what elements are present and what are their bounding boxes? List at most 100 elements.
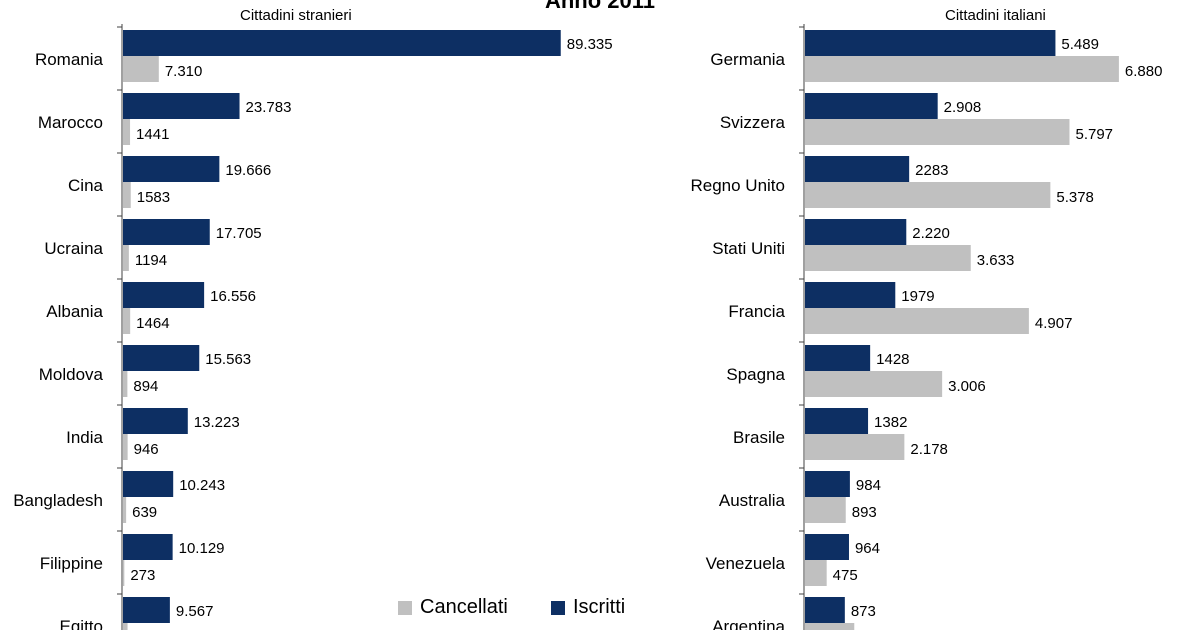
bar-iscritti-stranieri [123,219,210,245]
category-label-stranieri: Marocco [38,113,103,132]
value-label-cancellati-italiani: 3.633 [977,252,1015,269]
value-label-cancellati-italiani: 3.006 [948,378,986,395]
legend-swatch-iscritti [551,600,565,615]
bar-iscritti-stranieri [123,471,174,497]
value-label-iscritti-stranieri: 10.129 [179,540,225,557]
bar-cancellati-stranieri [123,119,131,145]
bar-cancellati-stranieri [123,560,125,586]
bar-iscritti-stranieri [123,534,173,560]
value-label-iscritti-italiani: 2.908 [944,99,982,116]
value-label-iscritti-italiani: 1979 [901,288,934,305]
bar-cancellati-italiani [805,434,905,460]
bar-iscritti-stranieri [123,345,200,371]
legend-label-cancellati: Cancellati [420,596,508,618]
value-label-cancellati-stranieri: 1441 [136,126,169,143]
bar-cancellati-italiani [805,560,827,586]
chart-main-title: Anno 2011 [544,0,656,13]
bar-iscritti-italiani [805,93,938,119]
bar-iscritti-italiani [805,345,871,371]
bar-cancellati-stranieri [123,182,131,208]
bar-cancellati-stranieri [123,245,129,271]
category-label-italiani: Australia [719,491,786,510]
bar-cancellati-italiani [805,308,1029,334]
category-label-stranieri: Ucraina [44,239,103,258]
value-label-iscritti-stranieri: 89.335 [567,36,613,53]
bar-cancellati-stranieri [123,497,127,523]
value-label-cancellati-stranieri: 1464 [136,315,169,332]
bar-cancellati-stranieri [123,434,128,460]
value-label-cancellati-italiani: 475 [833,567,858,584]
value-label-iscritti-stranieri: 9.567 [176,603,214,620]
bar-cancellati-italiani [805,623,855,630]
bar-iscritti-italiani [805,30,1056,56]
bar-iscritti-stranieri [123,93,240,119]
value-label-iscritti-stranieri: 10.243 [179,477,225,494]
bar-iscritti-italiani [805,282,896,308]
bar-cancellati-italiani [805,56,1119,82]
bar-cancellati-italiani [805,245,971,271]
value-label-cancellati-italiani: 2.178 [910,441,948,458]
legend-iscritti: Iscritti [551,596,625,619]
value-label-iscritti-italiani: 2.220 [912,225,950,242]
value-label-iscritti-italiani: 1428 [876,351,909,368]
value-label-iscritti-stranieri: 15.563 [205,351,251,368]
category-label-italiani: Venezuela [706,554,786,573]
category-label-italiani: Stati Uniti [712,239,785,258]
value-label-cancellati-italiani: 4.907 [1035,315,1073,332]
bar-cancellati-stranieri [123,56,159,82]
value-label-iscritti-stranieri: 16.556 [210,288,256,305]
value-label-cancellati-italiani: 6.880 [1125,63,1163,80]
panel-title-italiani: Cittadini italiani [945,7,1046,24]
value-label-iscritti-italiani: 984 [856,477,881,494]
category-label-italiani: Germania [710,50,785,69]
bar-cancellati-italiani [805,371,943,397]
category-label-italiani: Argentina [712,617,785,630]
value-label-iscritti-italiani: 964 [855,540,880,557]
bar-iscritti-italiani [805,156,910,182]
category-label-stranieri: Moldova [39,365,104,384]
value-label-iscritti-stranieri: 13.223 [194,414,240,431]
category-label-stranieri: Cina [68,176,104,195]
category-label-stranieri: Romania [35,50,104,69]
bar-iscritti-stranieri [123,282,205,308]
value-label-cancellati-stranieri: 639 [132,504,157,521]
category-label-italiani: Francia [728,302,785,321]
bar-iscritti-italiani [805,219,907,245]
bar-iscritti-italiani [805,534,849,560]
bar-iscritti-stranieri [123,30,561,56]
category-label-italiani: Spagna [726,365,785,384]
category-label-italiani: Brasile [733,428,785,447]
value-label-iscritti-stranieri: 19.666 [225,162,271,179]
bar-cancellati-italiani [805,497,846,523]
legend-swatch-cancellati [398,600,412,615]
value-label-cancellati-stranieri: 273 [130,567,155,584]
bar-iscritti-stranieri [123,408,188,434]
value-label-iscritti-italiani: 1382 [874,414,907,431]
value-label-cancellati-stranieri: 894 [133,378,158,395]
value-label-cancellati-stranieri: 1194 [135,252,167,269]
value-label-cancellati-italiani: 5.797 [1075,126,1113,143]
panel-title-stranieri: Cittadini stranieri [240,7,352,24]
bar-iscritti-stranieri [123,597,170,623]
category-label-italiani: Svizzera [720,113,786,132]
value-label-iscritti-italiani: 873 [851,603,876,620]
category-label-stranieri: India [66,428,103,447]
category-label-stranieri: Albania [46,302,103,321]
value-label-iscritti-italiani: 5.489 [1061,36,1099,53]
legend-label-iscritti: Iscritti [573,596,626,618]
bar-iscritti-italiani [805,597,845,623]
category-label-stranieri: Filippine [40,554,103,573]
bar-cancellati-italiani [805,119,1070,145]
value-label-cancellati-italiani: 893 [852,504,877,521]
bar-iscritti-italiani [805,408,869,434]
bar-cancellati-stranieri [123,308,131,334]
value-label-cancellati-stranieri: 7.310 [165,63,203,80]
value-label-cancellati-stranieri: 946 [134,441,159,458]
category-label-stranieri: Bangladesh [13,491,103,510]
value-label-cancellati-italiani: 5.378 [1056,189,1094,206]
value-label-iscritti-stranieri: 23.783 [246,99,292,116]
bar-iscritti-italiani [805,471,850,497]
bar-iscritti-stranieri [123,156,220,182]
bar-cancellati-stranieri [123,371,128,397]
